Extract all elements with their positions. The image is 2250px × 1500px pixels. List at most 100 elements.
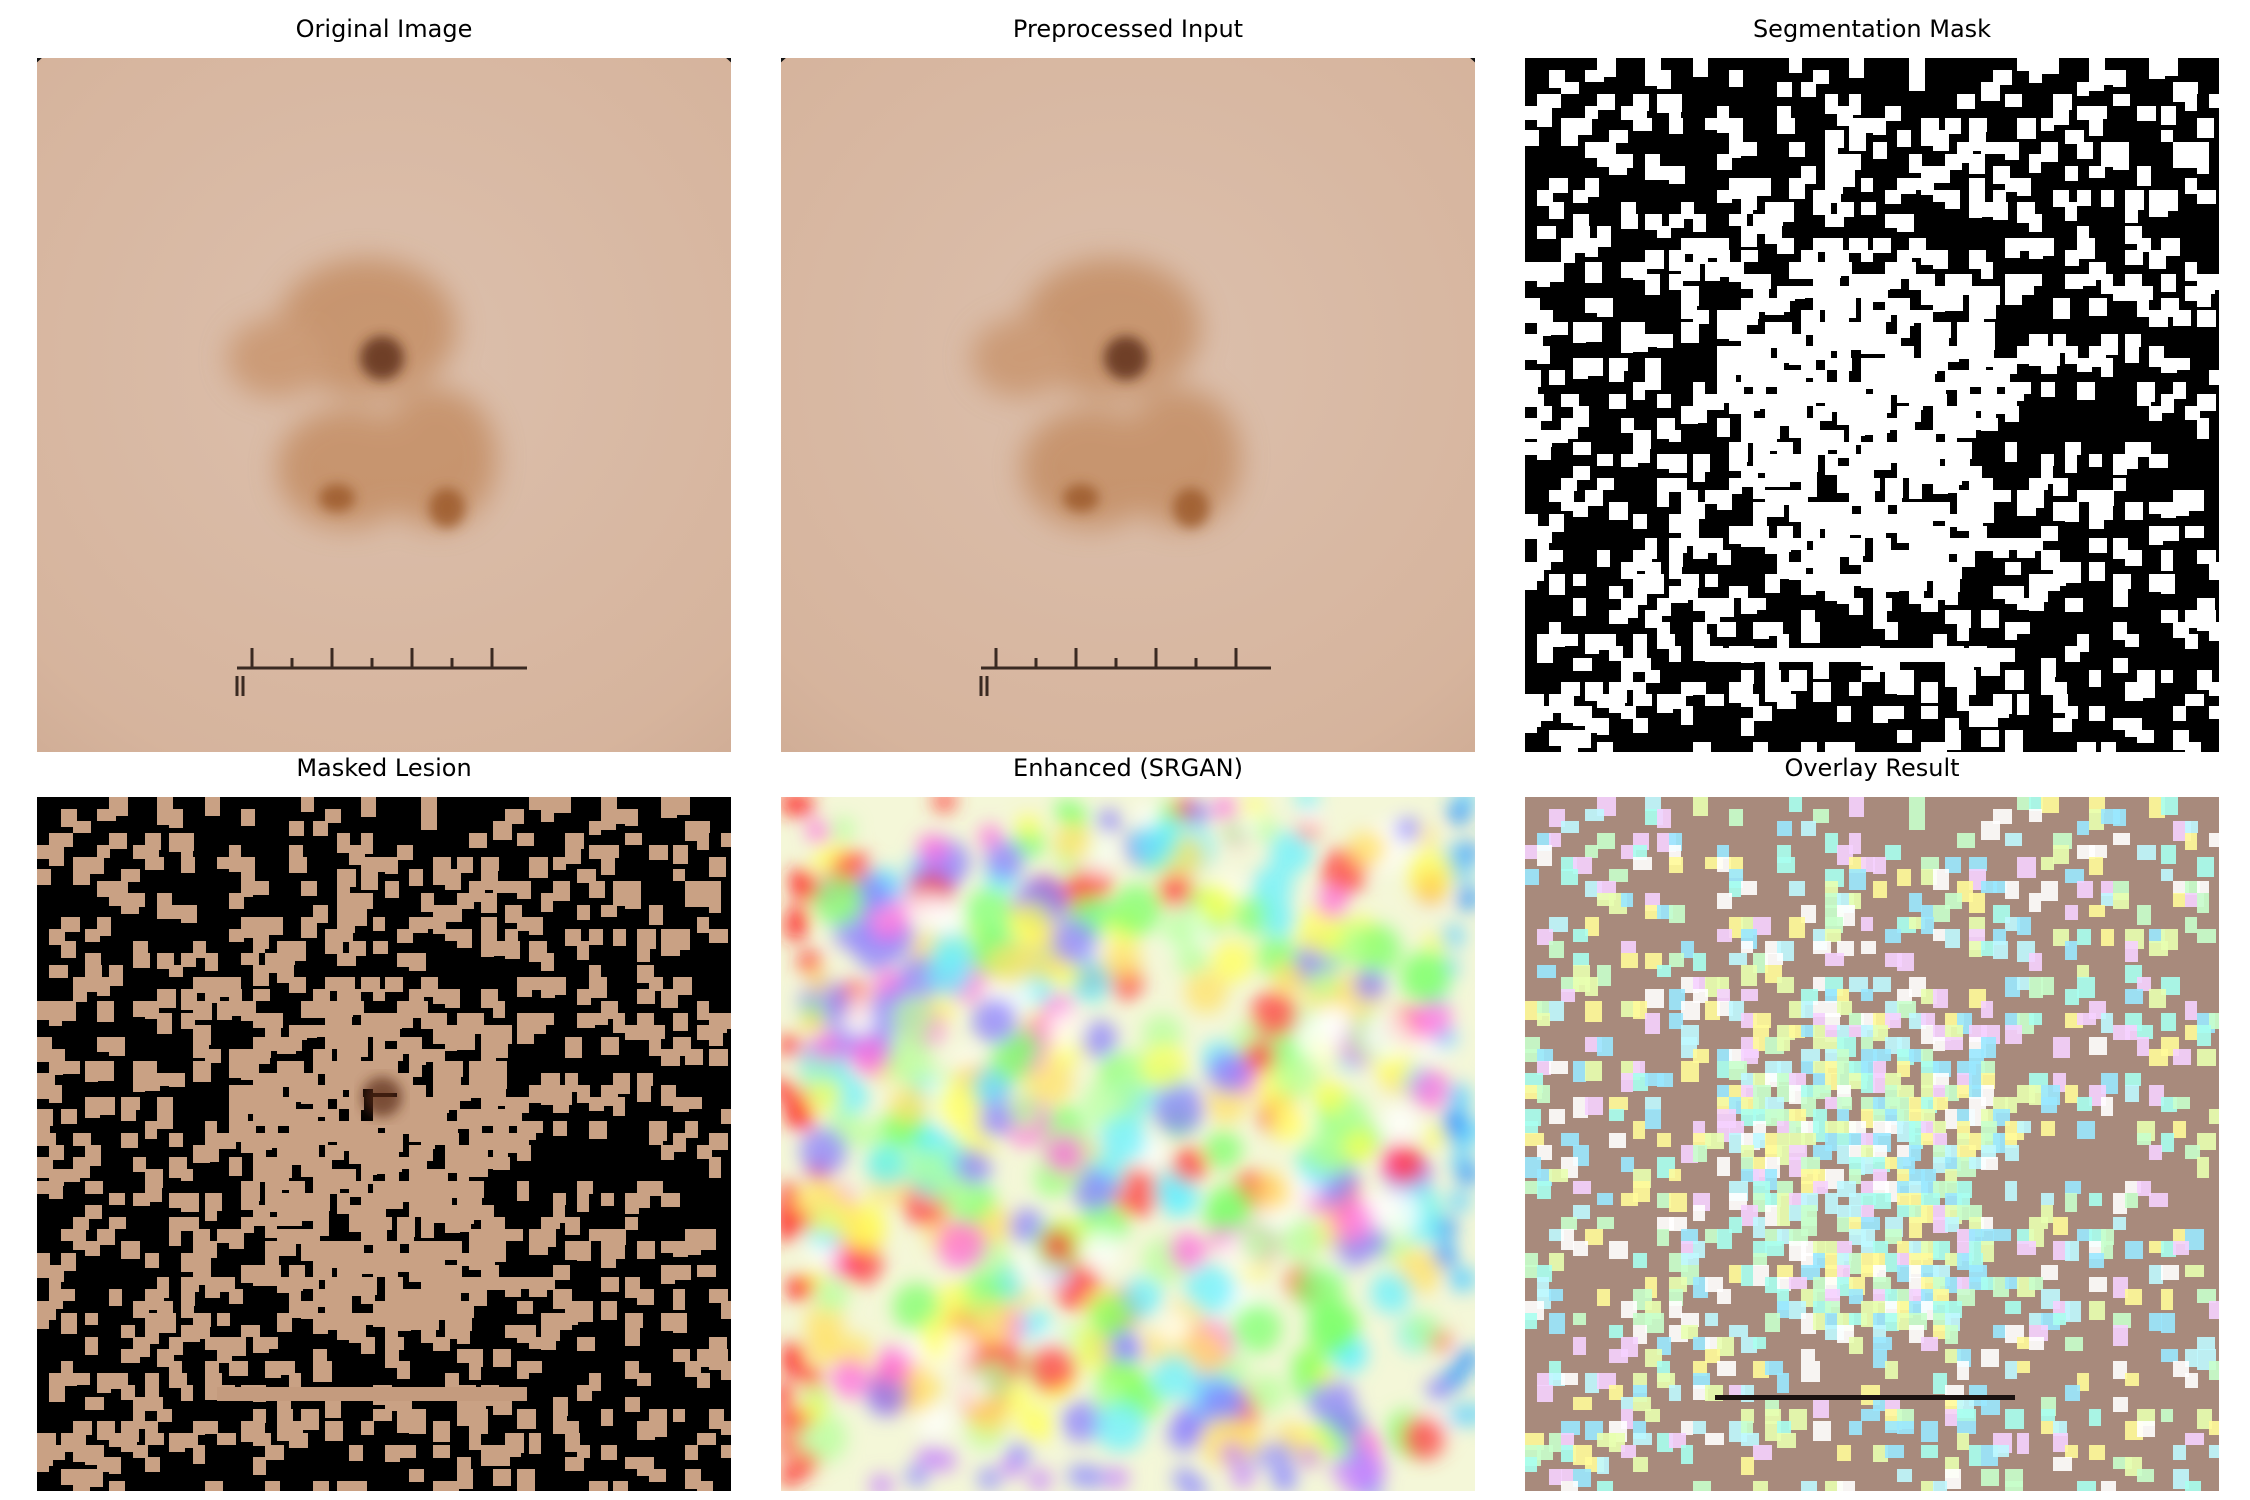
overlay-pixel-cluster <box>1873 1397 1885 1411</box>
mask-pixel-cluster <box>1873 370 1886 383</box>
overlay-pixel-cluster <box>1549 1001 1564 1021</box>
overlay-pixel-cluster <box>1669 1193 1687 1212</box>
lesion-pixel-cluster <box>409 953 426 971</box>
mask-pixel-cluster <box>1717 550 1731 565</box>
overlay-pixel-cluster <box>1885 1229 1902 1244</box>
overlay-pixel-cluster <box>1681 1445 1693 1464</box>
srgan-noise-blob <box>1207 1050 1251 1094</box>
srgan-noise-blob <box>987 942 1032 987</box>
srgan-noise-blob <box>955 1149 992 1185</box>
mask-pixel-cluster <box>1897 214 1914 232</box>
lesion-pixel-cluster <box>109 1457 121 1474</box>
mask-pixel-cluster <box>1753 274 1771 289</box>
srgan-noise-blob <box>932 1448 957 1473</box>
lesion-pixel-cluster <box>73 1469 85 1481</box>
mask-pixel-cluster <box>1561 706 1576 723</box>
mask-pixel-cluster <box>1897 370 1910 383</box>
lesion-pixel-cluster <box>469 1133 481 1146</box>
lesion-pixel-cluster <box>169 1193 183 1208</box>
lesion-pixel-cluster <box>481 941 494 957</box>
mask-pixel-cluster <box>2065 250 2079 266</box>
lesion-pixel-cluster <box>325 1421 343 1441</box>
srgan-noise-blob <box>1441 924 1466 949</box>
mask-pixel-cluster <box>2017 238 2030 251</box>
lesion-pixel-cluster <box>337 833 350 853</box>
lesion-pixel-cluster <box>301 881 317 896</box>
mask-pixel-cluster <box>1621 106 1636 120</box>
lesion-pixel-cluster <box>253 941 265 953</box>
lesion-pixel-cluster <box>145 1457 160 1472</box>
mask-pixel-cluster <box>1849 58 1864 78</box>
lesion-pixel-cluster <box>577 1181 593 1194</box>
overlay-pixel-cluster <box>1705 1133 1724 1149</box>
overlay-pixel-cluster <box>1633 1001 1647 1019</box>
overlay-pixel-cluster <box>2137 977 2151 991</box>
mask-pixel-cluster <box>1693 58 1708 77</box>
mask-pixel-cluster <box>2089 298 2107 316</box>
mask-pixel-cluster <box>1921 346 1934 361</box>
mask-pixel-cluster <box>2029 274 2042 286</box>
overlay-pixel-cluster <box>1933 1217 1948 1233</box>
lesion-pixel-cluster <box>673 1409 685 1422</box>
overlay-pixel-cluster <box>2065 905 2078 920</box>
overlay-pixel-cluster <box>1705 1001 1720 1020</box>
overlay-pixel-cluster <box>1741 1265 1753 1286</box>
mask-pixel-cluster <box>2041 118 2054 131</box>
mask-pixel-cluster <box>1909 586 1924 604</box>
srgan-noise-blob <box>1104 1466 1129 1491</box>
mask-pixel-cluster <box>1813 442 1828 455</box>
overlay-pixel-cluster <box>1645 989 1664 1008</box>
mask-pixel-cluster <box>2161 670 2173 683</box>
mask-pixel-cluster <box>2017 502 2036 516</box>
mask-pixel-cluster <box>1681 322 1699 343</box>
mask-pixel-cluster <box>1549 178 1568 193</box>
lesion-pixel-cluster <box>385 1241 400 1253</box>
lesion-pixel-cluster <box>325 1061 340 1074</box>
lesion-pixel-cluster <box>433 1013 447 1026</box>
mask-pixel-cluster <box>1909 70 1925 91</box>
lesion-pixel-cluster <box>241 1133 256 1153</box>
lesion-pixel-cluster <box>469 1361 481 1380</box>
overlay-pixel-cluster <box>1813 1277 1826 1292</box>
mask-pixel-cluster <box>1873 706 1888 723</box>
overlay-pixel-cluster <box>1849 869 1866 890</box>
mask-pixel-cluster <box>2065 502 2079 522</box>
mask-pixel-cluster <box>1645 370 1661 390</box>
mask-pixel-cluster <box>1573 598 1586 616</box>
overlay-pixel-cluster <box>1813 1025 1826 1038</box>
mask-pixel-cluster <box>1729 70 1743 87</box>
binary-mask <box>1525 58 2219 752</box>
lesion-pixel-cluster <box>625 893 641 909</box>
mask-pixel-cluster <box>2029 154 2041 173</box>
srgan-noise-blob <box>1098 1115 1148 1164</box>
overlay-pixel-cluster <box>1717 893 1732 909</box>
mask-pixel-cluster <box>2005 94 2022 107</box>
srgan-noise-blob <box>874 1346 913 1385</box>
mask-pixel-cluster <box>2185 82 2198 94</box>
srgan-noise-blob <box>905 1463 930 1488</box>
mask-pixel-cluster <box>1681 682 1693 696</box>
lesion-pixel-cluster <box>145 1397 163 1411</box>
mask-pixel-cluster <box>2197 394 2216 411</box>
mask-pixel-cluster <box>1921 286 1935 305</box>
mask-pixel-cluster <box>2173 490 2185 505</box>
overlay-pixel-cluster <box>1765 1073 1779 1087</box>
overlay-pixel-cluster <box>1777 1265 1793 1279</box>
mask-pixel-cluster <box>1957 454 1970 468</box>
overlay-pixel-cluster <box>2149 1265 2163 1284</box>
lesion-pixel-cluster <box>325 1253 337 1268</box>
overlay-pixel-cluster <box>1573 1313 1586 1325</box>
lesion-pixel-cluster <box>721 1301 731 1319</box>
mask-pixel-cluster <box>1825 214 1844 227</box>
overlay-pixel-cluster <box>1633 1397 1651 1411</box>
lesion-pixel-cluster <box>385 1445 400 1462</box>
lesion-pixel-cluster <box>577 869 596 883</box>
overlay-pixel-cluster <box>1669 905 1685 923</box>
lesion-pixel-cluster <box>601 845 619 858</box>
lesion-pixel-cluster <box>313 1061 327 1074</box>
srgan-noise-blob <box>1142 1044 1188 1091</box>
lesion-pixel-cluster <box>709 929 728 943</box>
overlay-pixel-cluster <box>1645 797 1661 811</box>
overlay-pixel-cluster <box>1621 893 1633 907</box>
overlay-pixel-cluster <box>1873 1025 1888 1041</box>
